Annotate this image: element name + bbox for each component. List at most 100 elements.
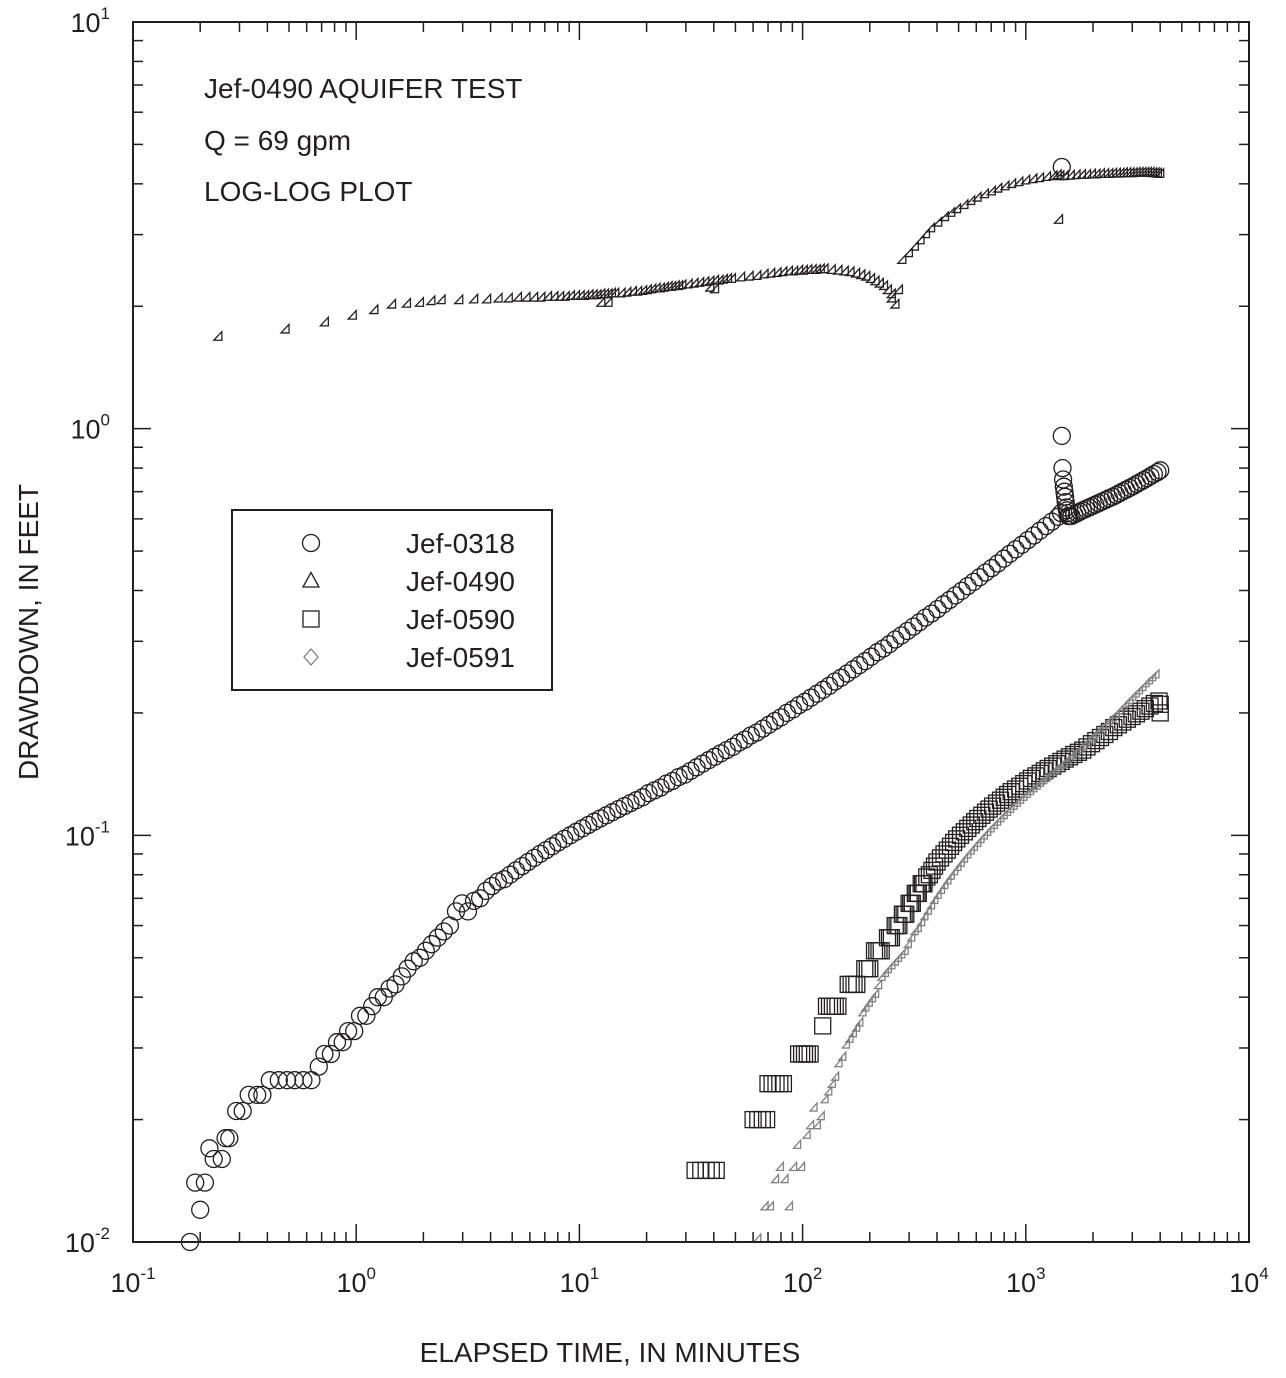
- data-point: [910, 613, 929, 632]
- data-point: [919, 910, 929, 921]
- data-point: [982, 825, 992, 837]
- data-point: [944, 833, 963, 852]
- data-point: [511, 290, 523, 302]
- data-point: [520, 290, 531, 302]
- data-point: [502, 291, 513, 303]
- data-point: [492, 291, 503, 303]
- data-point: [774, 1160, 785, 1172]
- data-point: [992, 181, 1003, 193]
- data-point: [350, 1006, 370, 1025]
- data-point: [976, 803, 995, 821]
- data-point: [811, 1118, 822, 1130]
- data-point: [1058, 757, 1068, 769]
- data-point: [294, 1071, 313, 1090]
- data-point: [333, 1033, 352, 1052]
- data-point: [476, 881, 496, 901]
- data-point: [528, 290, 539, 302]
- x-tick-label: 101: [560, 1264, 600, 1298]
- data-point: [422, 935, 441, 954]
- data-point: [482, 876, 502, 896]
- series-jef-0318: [180, 157, 1170, 1252]
- legend-marker-jef-0591: [303, 648, 319, 666]
- series-jef-0490: [212, 165, 1165, 341]
- data-point: [233, 1101, 252, 1121]
- data-point: [1020, 173, 1031, 185]
- data-point: [1053, 458, 1072, 478]
- annotation-test-name: Jef-0490 AQUIFER TEST: [204, 73, 523, 104]
- data-point: [771, 266, 782, 278]
- data-point: [850, 656, 869, 675]
- data-point: [1117, 700, 1127, 712]
- data-point: [962, 816, 980, 834]
- data-point: [542, 290, 553, 301]
- data-point: [253, 1085, 272, 1105]
- data-point: [757, 1110, 776, 1129]
- data-point: [1044, 768, 1055, 780]
- y-tick-label: 10-1: [65, 817, 110, 851]
- data-point: [935, 883, 946, 895]
- data-point: [940, 590, 959, 610]
- data-point: [896, 253, 907, 265]
- legend-label-jef-0490: Jef-0490: [406, 566, 515, 597]
- data-point: [227, 1101, 246, 1121]
- data-point: [860, 269, 871, 281]
- data-point: [946, 586, 965, 605]
- data-point: [357, 1006, 376, 1025]
- data-point: [1034, 171, 1045, 183]
- data-point: [876, 970, 886, 982]
- legend-markers: [301, 533, 321, 666]
- annotation-discharge: Q = 69 gpm: [204, 125, 351, 156]
- data-point: [609, 286, 620, 298]
- data-point: [212, 330, 223, 341]
- data-point: [1150, 668, 1160, 679]
- data-point: [770, 1172, 780, 1184]
- data-point: [1024, 526, 1043, 545]
- data-point: [220, 1129, 239, 1148]
- data-point: [929, 893, 939, 905]
- data-point: [1151, 461, 1170, 480]
- data-point: [1054, 477, 1073, 496]
- data-point: [861, 960, 879, 978]
- data-point: [368, 988, 387, 1007]
- data-point: [318, 315, 330, 327]
- data-point: [870, 987, 880, 998]
- data-point: [908, 239, 920, 251]
- data-point: [666, 280, 677, 291]
- data-point: [906, 931, 916, 942]
- data-point: [982, 558, 1001, 578]
- data-point: [212, 1149, 231, 1169]
- data-point: [886, 630, 905, 649]
- data-point: [673, 279, 684, 291]
- data-point: [985, 822, 995, 833]
- data-point: [602, 296, 613, 307]
- data-point: [801, 1128, 811, 1139]
- data-point: [988, 554, 1007, 573]
- data-point: [829, 997, 847, 1015]
- data-point: [912, 921, 922, 933]
- data-point: [1100, 717, 1111, 729]
- data-point: [896, 948, 906, 959]
- legend: Jef-0318 Jef-0490 Jef-0590 Jef-0591: [231, 509, 553, 691]
- data-point: [880, 635, 899, 654]
- data-point: [879, 966, 890, 978]
- data-point: [973, 806, 991, 824]
- x-tick-label: 100: [336, 1264, 376, 1298]
- data-point: [1027, 172, 1038, 184]
- data-point: [922, 904, 932, 915]
- data-point: [1064, 751, 1074, 763]
- data-point: [854, 1016, 864, 1027]
- data-point: [470, 889, 490, 908]
- data-point: [975, 832, 985, 844]
- data-point: [988, 818, 999, 830]
- data-point: [564, 289, 576, 301]
- data-point: [633, 788, 652, 807]
- data-point: [994, 549, 1013, 568]
- data-point: [602, 287, 613, 299]
- data-point: [939, 878, 949, 890]
- data-point: [882, 962, 893, 974]
- data-point: [838, 264, 849, 276]
- data-point: [704, 280, 715, 292]
- data-point: [889, 297, 900, 309]
- data-point: [626, 284, 638, 296]
